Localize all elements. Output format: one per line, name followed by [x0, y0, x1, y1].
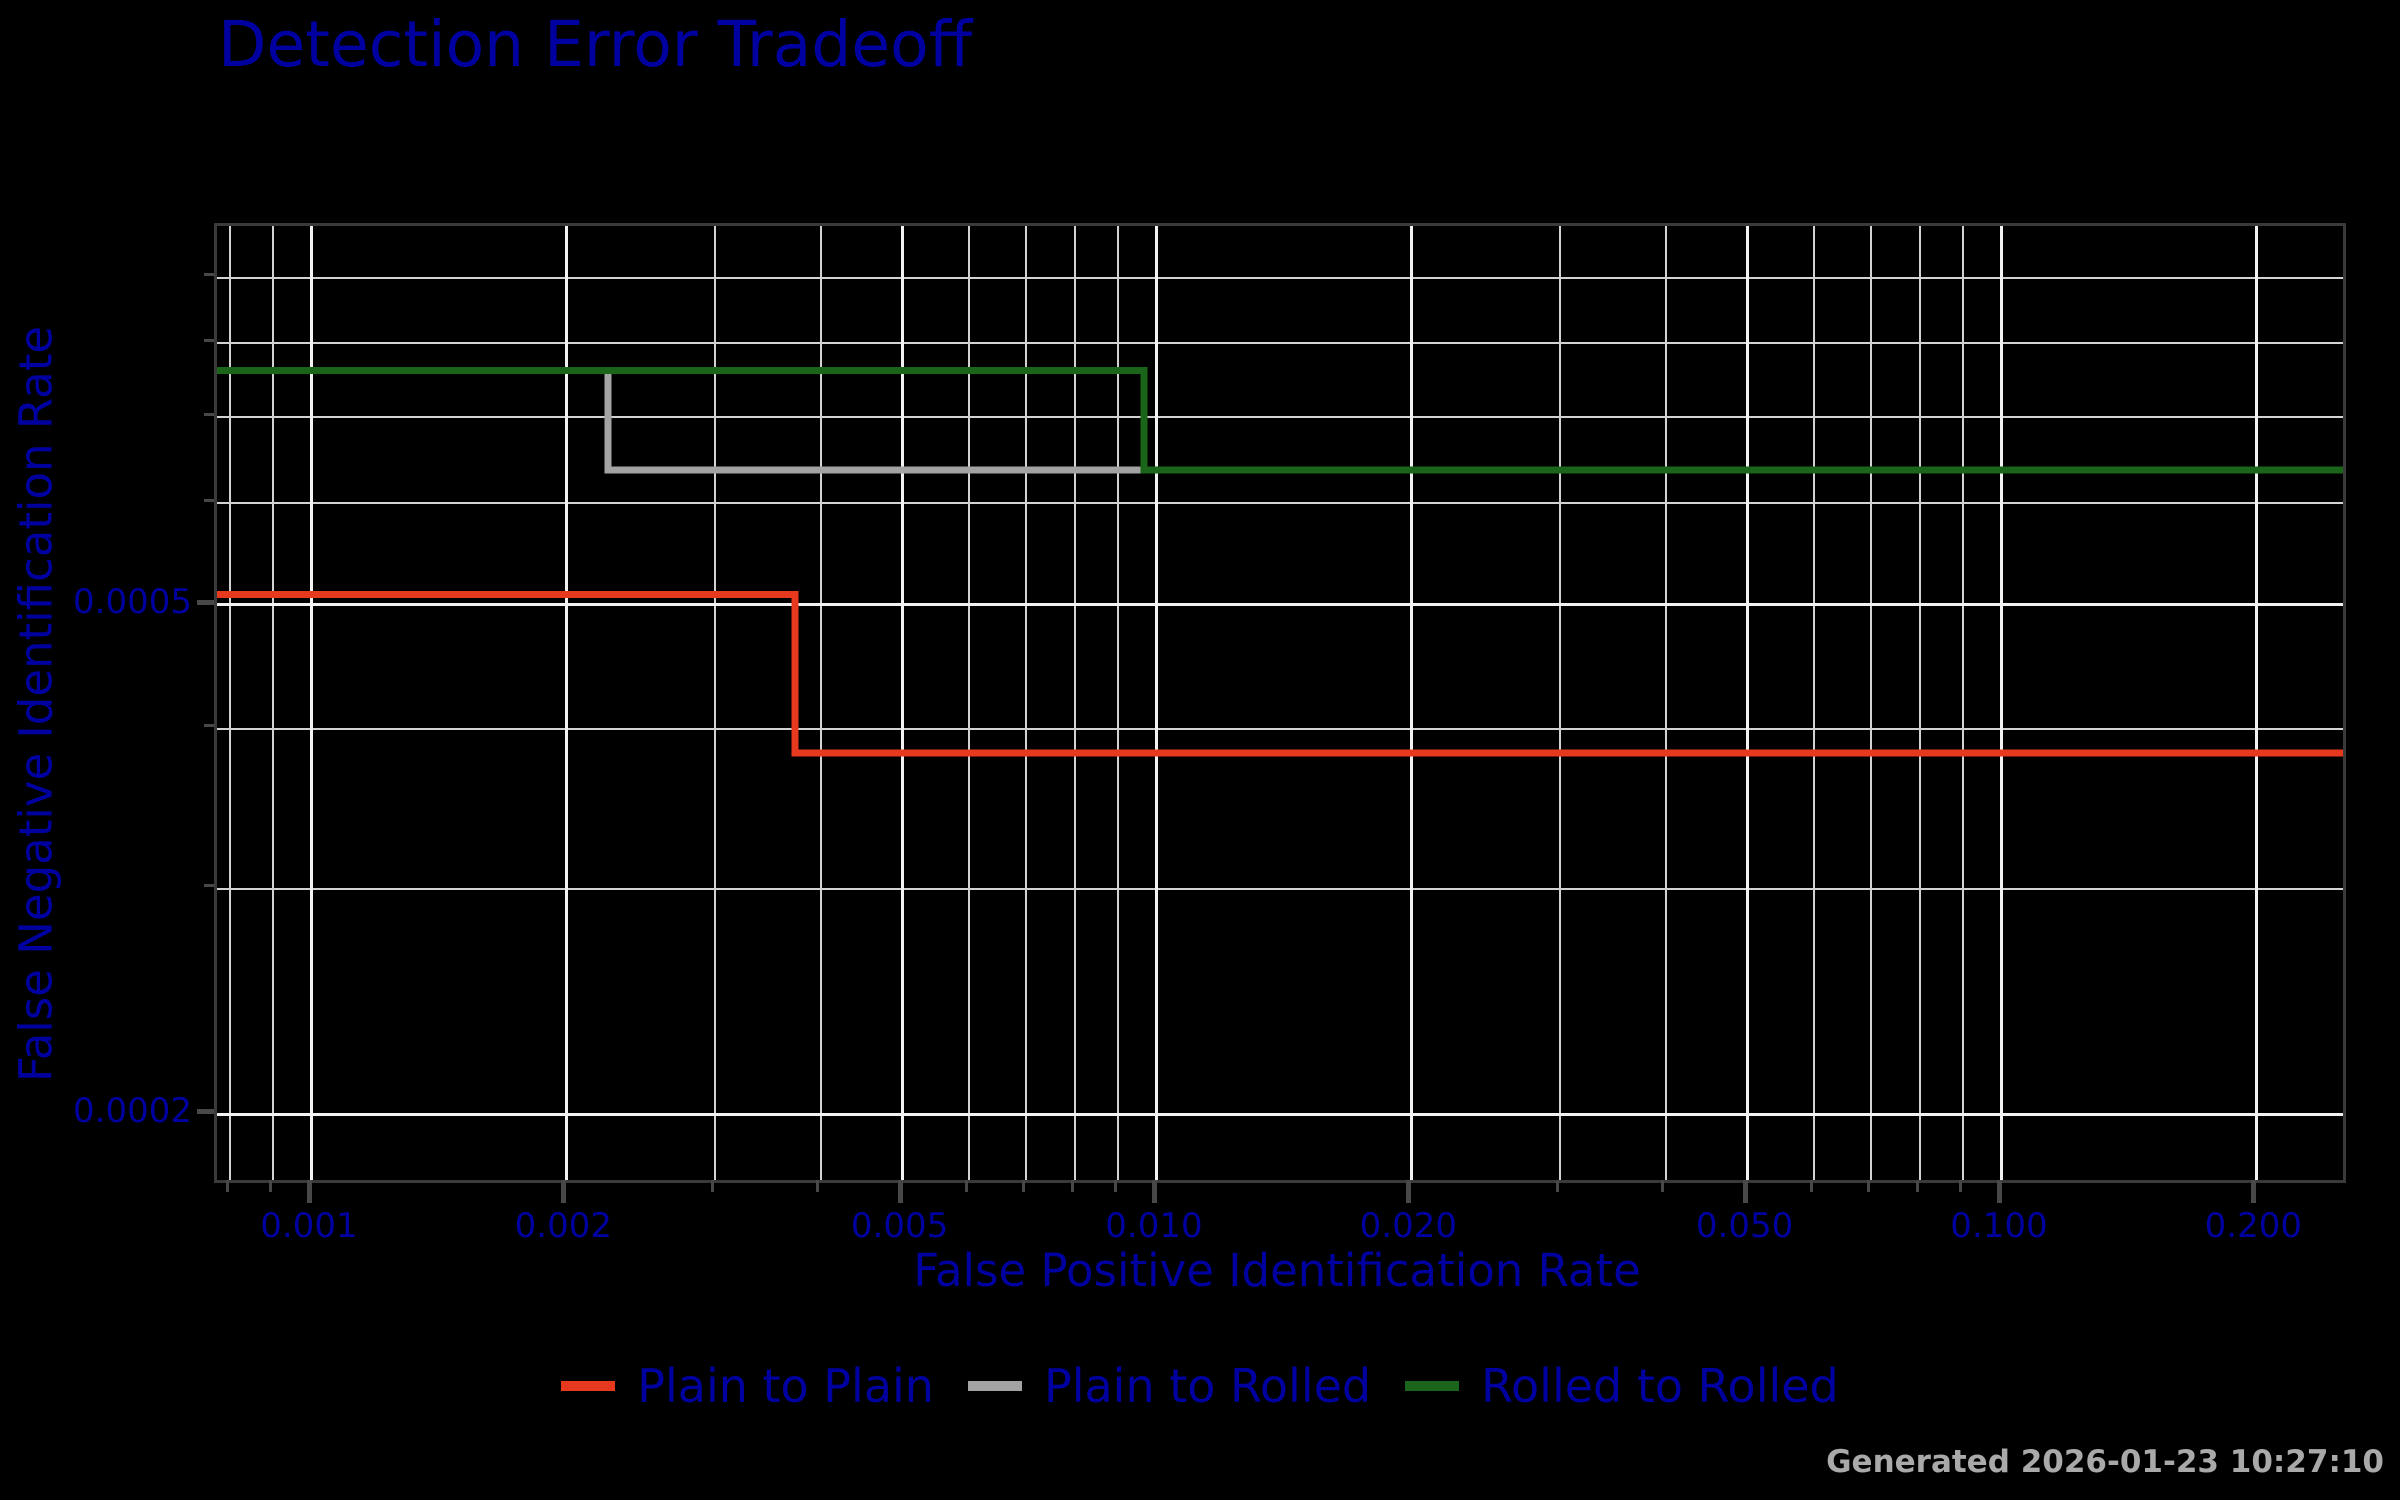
- x-minor-tick: [1958, 1180, 1962, 1192]
- minor-gridline: [1664, 226, 1667, 1180]
- minor-gridline: [1117, 226, 1120, 1180]
- major-gridline: [901, 226, 905, 1180]
- major-gridline: [217, 603, 2343, 607]
- x-major-tick: [2251, 1180, 2257, 1203]
- minor-gridline: [217, 416, 2343, 419]
- x-tick-label: 0.050: [1695, 1206, 1794, 1246]
- minor-gridline: [1813, 226, 1816, 1180]
- legend-item-plain-to-rolled: Plain to Rolled: [967, 1356, 1372, 1416]
- minor-gridline: [1870, 226, 1873, 1180]
- x-minor-tick: [1661, 1180, 1665, 1192]
- legend-swatch-red-icon: [561, 1381, 616, 1391]
- minor-gridline: [217, 502, 2343, 505]
- major-gridline: [2254, 226, 2258, 1180]
- minor-gridline: [1919, 226, 1922, 1180]
- minor-gridline: [217, 727, 2343, 730]
- y-tick-label: 0.0005: [73, 581, 192, 622]
- legend-label: Plain to Rolled: [1043, 1359, 1372, 1413]
- x-tick-label: 0.005: [850, 1206, 949, 1246]
- series-line-rolled-to-rolled: [217, 366, 2343, 474]
- major-gridline: [1746, 226, 1750, 1180]
- x-minor-tick: [1866, 1180, 1870, 1192]
- minor-gridline: [217, 887, 2343, 890]
- x-major-tick: [897, 1180, 903, 1203]
- series-line-plain-to-plain: [217, 591, 2343, 757]
- x-minor-tick: [1021, 1180, 1025, 1192]
- legend-item-plain-to-plain: Plain to Plain: [561, 1356, 934, 1416]
- series-lines: [217, 366, 2343, 757]
- x-major-tick: [1151, 1180, 1157, 1203]
- minor-gridline: [1074, 226, 1077, 1180]
- y-major-tick: [197, 599, 214, 605]
- minor-gridline: [1025, 226, 1028, 1180]
- y-minor-tick: [204, 498, 214, 502]
- legend-swatch-gray-icon: [967, 1381, 1022, 1391]
- x-minor-tick: [268, 1180, 272, 1192]
- major-gridline: [310, 226, 314, 1180]
- x-major-tick: [1742, 1180, 1748, 1203]
- y-minor-tick: [204, 412, 214, 416]
- x-tick-label: 0.001: [260, 1206, 358, 1246]
- x-minor-tick: [964, 1180, 968, 1192]
- major-gridline: [1155, 226, 1159, 1180]
- legend-label: Plain to Plain: [637, 1359, 934, 1413]
- legend-item-rolled-to-rolled: Rolled to Rolled: [1405, 1356, 1839, 1416]
- x-tick-label: 0.200: [2204, 1206, 2302, 1246]
- legend-label: Rolled to Rolled: [1481, 1359, 1839, 1413]
- x-major-tick: [1406, 1180, 1412, 1203]
- x-minor-tick: [1915, 1180, 1919, 1192]
- generated-timestamp: Generated 2026-01-23 10:27:10: [1826, 1444, 2384, 1480]
- chart-title: Detection Error Tradeoff: [218, 8, 973, 81]
- x-minor-tick: [1555, 1180, 1559, 1192]
- y-major-tick: [197, 1109, 214, 1115]
- gridlines-layer: [217, 226, 2343, 1180]
- major-gridline: [1409, 226, 1413, 1180]
- x-axis-label: False Positive Identification Rate: [913, 1244, 1641, 1297]
- minor-gridline: [1962, 226, 1965, 1180]
- y-axis-label: False Negative Identification Rate: [9, 325, 63, 1083]
- minor-gridline: [714, 226, 717, 1180]
- x-minor-tick: [816, 1180, 820, 1192]
- x-minor-tick: [710, 1180, 714, 1192]
- minor-gridline: [217, 342, 2343, 345]
- x-minor-tick: [1809, 1180, 1813, 1192]
- minor-gridline: [968, 226, 971, 1180]
- x-tick-label: 0.010: [1105, 1206, 1203, 1246]
- major-gridline: [564, 226, 568, 1180]
- minor-gridline: [819, 226, 822, 1180]
- legend: Plain to Plain Plain to Rolled Rolled to…: [0, 1352, 2400, 1420]
- y-minor-tick: [204, 273, 214, 277]
- x-minor-tick: [225, 1180, 229, 1192]
- major-gridline: [217, 1112, 2343, 1116]
- x-major-tick: [561, 1180, 567, 1203]
- series-line-plain-to-rolled: [217, 366, 2343, 474]
- x-minor-tick: [1070, 1180, 1074, 1192]
- x-major-tick: [1996, 1180, 2002, 1203]
- y-tick-label: 0.0002: [73, 1091, 192, 1132]
- y-minor-tick: [204, 724, 214, 728]
- x-major-tick: [306, 1180, 312, 1203]
- minor-gridline: [1559, 226, 1562, 1180]
- minor-gridline: [229, 226, 232, 1180]
- x-tick-label: 0.002: [514, 1206, 612, 1246]
- plot-area: [214, 223, 2346, 1183]
- y-minor-tick: [204, 884, 214, 888]
- major-gridline: [2000, 226, 2004, 1180]
- minor-gridline: [217, 276, 2343, 279]
- x-tick-label: 0.020: [1359, 1206, 1457, 1246]
- legend-swatch-green-icon: [1405, 1381, 1460, 1391]
- x-minor-tick: [1113, 1180, 1117, 1192]
- y-minor-tick: [204, 338, 214, 342]
- minor-gridline: [272, 226, 275, 1180]
- x-tick-label: 0.100: [1950, 1206, 2048, 1246]
